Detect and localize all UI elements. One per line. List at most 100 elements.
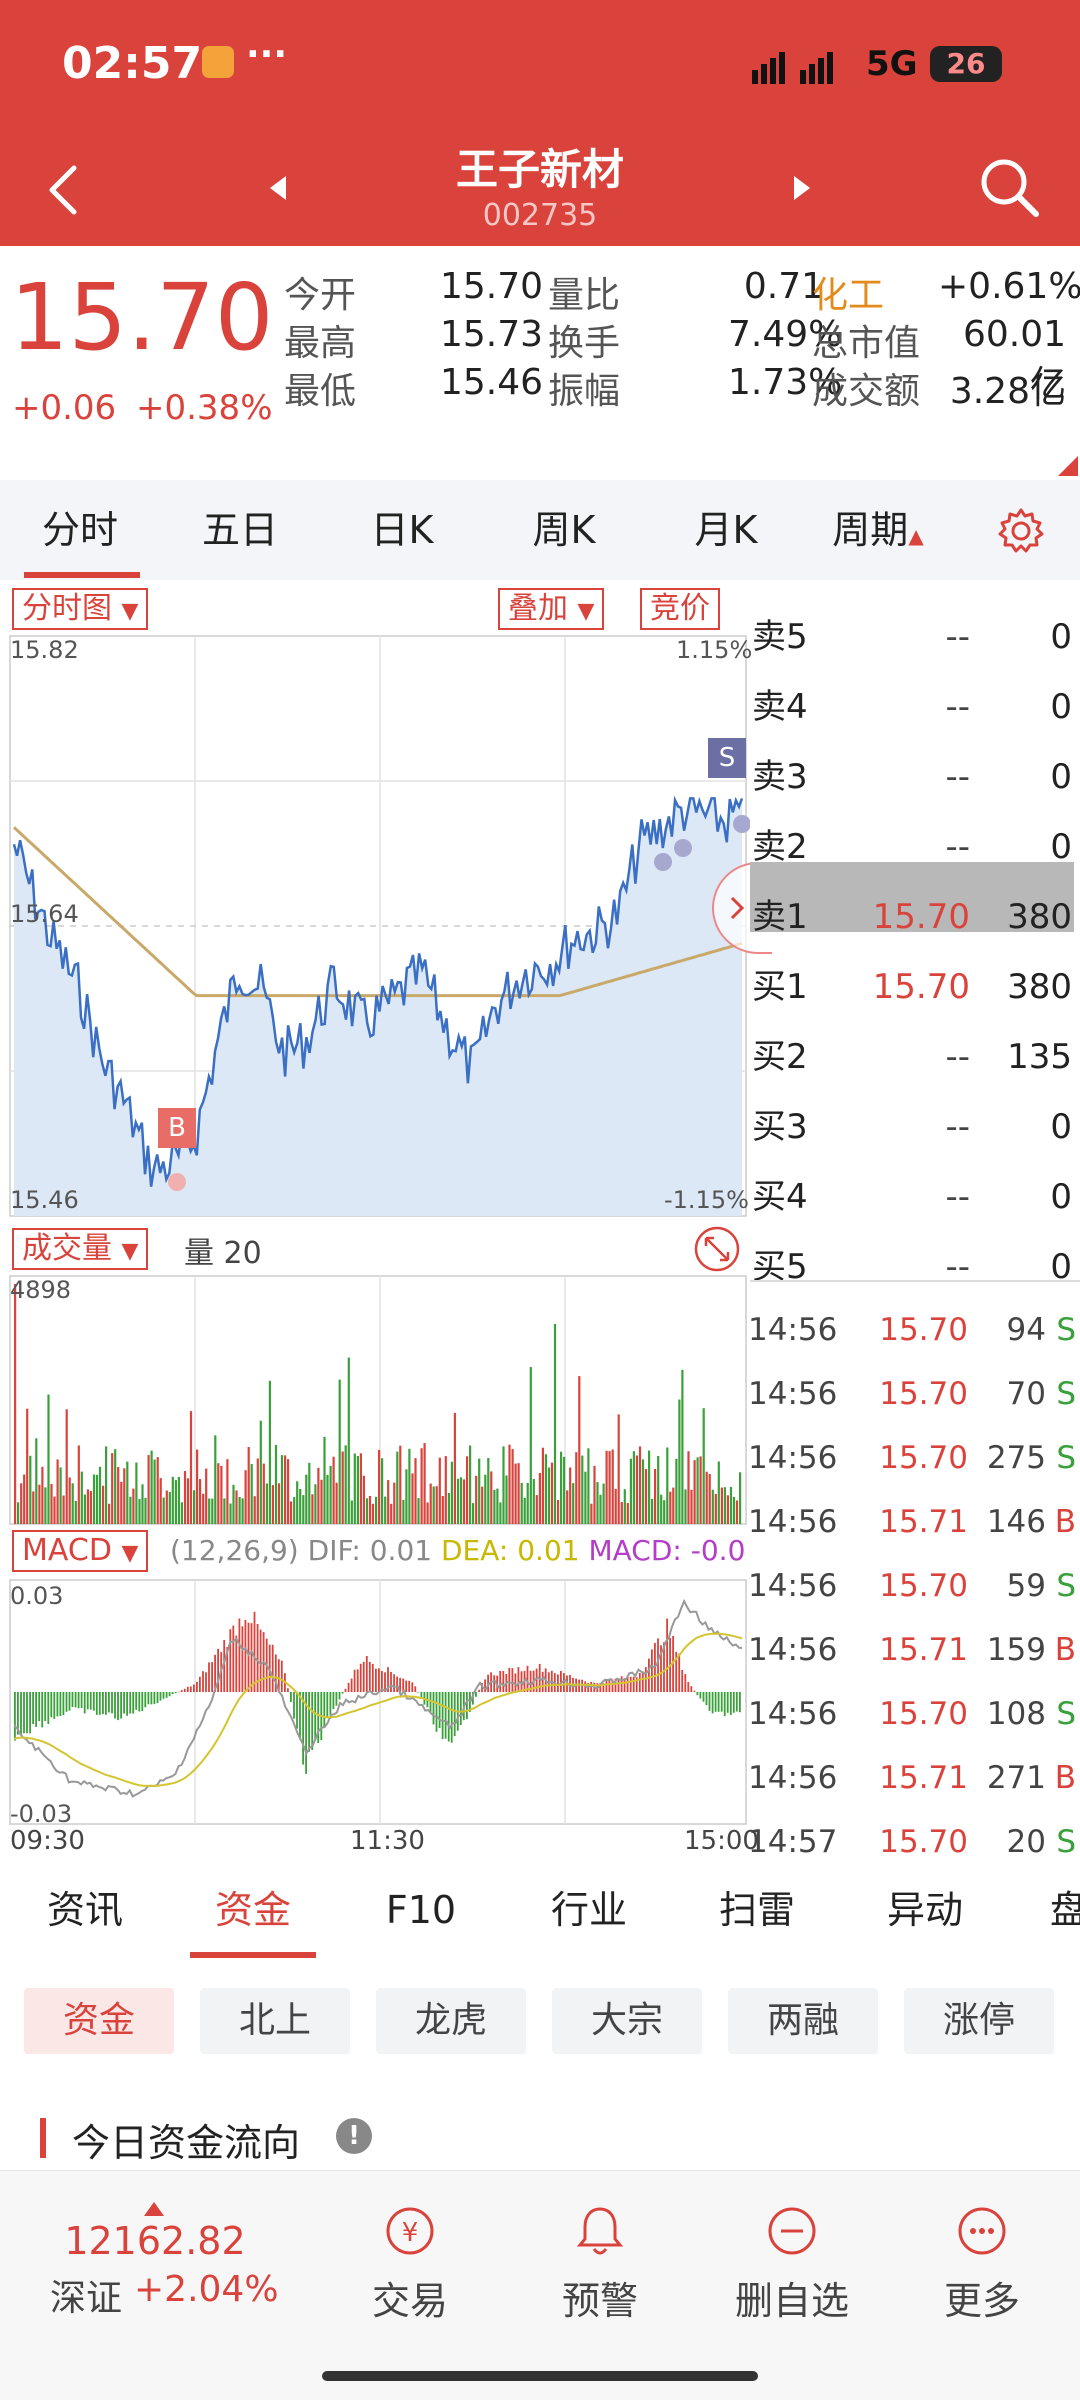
volume-bar [114,1449,117,1524]
volume-bar [696,1457,699,1524]
volume-bar [623,1489,626,1524]
index-ticker[interactable]: 12162.82 深证 +2.04% [0,2171,310,2321]
orderbook-row[interactable]: 买5 -- 0 [750,1232,1080,1302]
tick-time: 14:57 [748,1824,838,1860]
volume-bar [102,1485,105,1524]
subtab-margin[interactable]: 两融 [728,1988,878,2054]
orderbook-row[interactable]: 买2 -- 135 [750,1022,1080,1092]
tab-five-day[interactable]: 五日 [201,508,278,552]
volume-bar [472,1503,475,1524]
tab-f10[interactable]: F10 [385,1888,457,1932]
macd-bar [23,1692,25,1734]
macd-bar [305,1692,307,1774]
nav-remove-watchlist[interactable]: 删自选 [712,2201,872,2325]
tab-weekly-k[interactable]: 周K [532,508,596,552]
volume-bar [462,1479,466,1524]
tab-active-indicator [24,572,140,578]
prev-stock-icon[interactable] [264,168,294,208]
tab-industry[interactable]: 行业 [550,1888,627,1932]
overlay-select[interactable]: 叠加 ▼ [498,588,605,630]
search-icon[interactable] [970,146,1050,226]
volume-bar [399,1445,402,1524]
volume-bar [487,1458,490,1524]
tab-minesweep[interactable]: 扫雷 [718,1888,795,1932]
nav-alert-label: 预警 [561,2279,638,2323]
volume-select[interactable]: 成交量 ▼ [12,1228,149,1270]
stat-label[interactable]: 化工 [812,275,885,316]
orderbook-price: -- [945,617,970,657]
tab-more[interactable]: 盘 [1050,1888,1080,1932]
y-axis-bottom: 15.46 [10,1186,79,1214]
macd-bar [432,1692,435,1725]
indicator-select[interactable]: MACD ▼ [12,1530,149,1572]
volume-bar [208,1498,211,1524]
tab-funds[interactable]: 资金 [214,1888,291,1932]
macd-bar [387,1667,389,1692]
volume-bar [420,1448,423,1524]
orderbook-row[interactable]: 卖1 15.70 380 [750,882,1080,952]
volume-bar [723,1487,726,1524]
volume-bar [453,1412,456,1524]
next-stock-icon[interactable] [786,168,816,208]
price-chart[interactable] [0,580,750,1860]
info-icon[interactable]: ! [336,2118,372,2154]
subtab-block-trade[interactable]: 大宗 [552,1988,702,2054]
orderbook-row[interactable]: 买3 -- 0 [750,1092,1080,1162]
auction-button[interactable]: 竞价 [640,588,720,630]
tab-period[interactable]: 周期▲ [818,480,938,580]
orderbook-row[interactable]: 卖5 -- 0 [750,602,1080,672]
volume-bar [402,1499,405,1524]
volume-bar [186,1478,190,1524]
nav-trade[interactable]: ¥ 交易 [330,2201,490,2325]
subtab-dragon-tiger[interactable]: 龙虎 [376,1988,526,2054]
dea-line [13,1632,743,1787]
fullscreen-icon[interactable] [692,1224,742,1274]
orderbook-level: 卖2 [752,827,808,867]
tab-daily-k[interactable]: 日K [370,508,434,552]
volume-bar [229,1503,232,1524]
tab-intraday[interactable]: 分时 [41,508,118,552]
macd-bar [323,1692,326,1728]
volume-bar [74,1500,77,1524]
macd-dif: DIF: 0.01 [307,1534,433,1567]
macd-bar [338,1692,341,1700]
orderbook-row[interactable]: 卖4 -- 0 [750,672,1080,742]
volume-bar [511,1449,514,1524]
tab-news[interactable]: 资讯 [46,1888,123,1932]
nav-more[interactable]: 更多 [902,2201,1062,2325]
tab-anomaly[interactable]: 异动 [886,1888,963,1932]
orderbook-level: 卖5 [752,617,808,657]
subtab-limit-up[interactable]: 涨停 [904,1988,1054,2054]
back-icon[interactable] [36,148,96,228]
volume-bar [514,1463,517,1524]
buy-marker[interactable]: B [158,1108,196,1148]
orderbook-row[interactable]: 买4 -- 0 [750,1162,1080,1232]
tick-row: 14:56 15.71 271 B [748,1746,1080,1810]
orderbook-row[interactable]: 卖3 -- 0 [750,742,1080,812]
volume-bar [675,1458,678,1524]
macd-bar [287,1688,289,1692]
volume-bar [393,1482,396,1524]
stock-name: 王子新材 [455,145,624,194]
volume-bar [287,1459,290,1524]
volume-bar [235,1490,238,1524]
volume-bar [575,1452,578,1524]
volume-bar [520,1483,523,1524]
settings-gear-icon[interactable] [996,506,1046,556]
subtab-funds[interactable]: 资金 [24,1988,174,2054]
subtab-northbound[interactable]: 北上 [200,1988,350,2054]
sell-marker[interactable]: S [708,738,746,778]
orderbook-row[interactable]: 卖2 -- 0 [750,812,1080,882]
orderbook-row[interactable]: 买1 15.70 380 [750,952,1080,1022]
tick-side: B [1054,1504,1076,1540]
macd-bar [635,1677,638,1692]
tick-volume: 108 [986,1696,1046,1732]
tick-side: S [1056,1312,1076,1348]
chart-type-select[interactable]: 分时图 ▼ [12,588,149,630]
volume-bar [666,1447,669,1524]
tab-monthly-k[interactable]: 月K [694,508,758,552]
nav-alert[interactable]: 预警 [520,2201,680,2325]
macd-bar [475,1692,477,1697]
macd-bar [702,1692,705,1702]
orderbook-level: 买5 [752,1247,808,1287]
